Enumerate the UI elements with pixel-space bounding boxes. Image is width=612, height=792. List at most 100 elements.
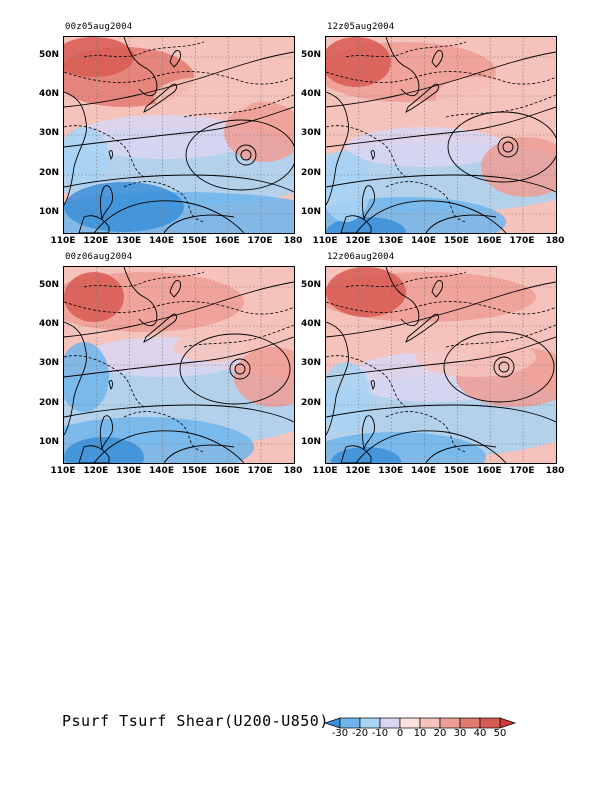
lon-tick-label: 130E [116,466,142,476]
lon-tick-label: 180 [545,236,565,246]
lat-tick-label: 40N [38,319,59,329]
lon-tick-label: 140E [149,466,174,476]
lon-tick-label: 150E [443,466,469,476]
lon-tick-label: 180 [283,236,303,246]
map-panel-1: 00z05aug2004 50N 40N 30N 20N 10N 110E 120E 130E… [39,22,303,252]
lon-tick-label: 150E [181,466,207,476]
lat-tick-label: 30N [38,128,59,138]
lon-tick-label: 130E [378,236,404,246]
colorbar-swatch [339,717,361,729]
shaded-field-blob [64,182,184,232]
shaded-field-blob [174,332,254,362]
shaded-field-blob [326,152,371,222]
isobars [64,51,294,233]
lat-tick-label: 10N [300,437,321,447]
lon-tick-label: 150E [443,236,469,246]
lon-tick-label: 160E [476,236,502,246]
lat-tick-label: 40N [300,319,321,329]
map-panel-3: 00z06aug2004 50N 40N 30N 20N 10N 110E 120E 130E… [39,252,303,482]
map-area [325,266,557,464]
colorbar-arrow-high [499,717,517,729]
lon-tick-label: 140E [149,236,174,246]
lat-tick-label: 50N [38,50,59,60]
lon-tick-label: 110E [312,466,338,476]
map-svg [64,37,294,233]
lon-tick-label: 170E [509,236,535,246]
lon-tick-label: 160E [214,466,240,476]
colorbar-level-label: 10 [413,728,427,739]
isotherms [326,41,556,223]
shaded-field-blob [234,347,294,407]
shaded-field-blob [326,37,391,87]
lat-tick-label: 10N [38,437,59,447]
lon-tick-label: 140E [411,466,436,476]
lat-tick-label: 10N [300,207,321,217]
colorbar-level-label: 0 [396,728,404,739]
shaded-field-blob [436,77,516,117]
lon-tick-label: 120E [83,236,109,246]
shaded-field-blob [331,447,401,463]
map-area [325,36,557,234]
isotherms [64,41,294,223]
panel-title: 00z05aug2004 [65,22,133,32]
isotherms [64,271,294,453]
map-svg [326,267,556,463]
lat-tick-label: 10N [38,207,59,217]
isotherms [326,271,556,453]
isobars [326,281,556,463]
colorbar-swatch [399,717,421,729]
lon-tick-label: 170E [247,466,273,476]
lon-tick-label: 120E [83,466,109,476]
lat-tick-label: 50N [300,280,321,290]
colorbar-level-label: -30 [331,728,349,739]
lon-tick-label: 160E [476,466,502,476]
colorbar-level-label: 50 [493,728,507,739]
colorbar-swatch [379,717,401,729]
colorbar-level-label: -10 [371,728,389,739]
colorbar-level-label: -20 [351,728,369,739]
shaded-field-blob [346,127,506,167]
lon-tick-label: 120E [345,466,371,476]
colorbar-arrow-low [325,717,341,729]
shaded-field-blob [224,102,294,162]
shaded-field-blob [64,272,124,322]
lat-tick-label: 20N [300,168,321,178]
colorbar-level-label: 40 [473,728,487,739]
lon-tick-label: 110E [50,466,76,476]
lat-tick-label: 30N [300,358,321,368]
colorbar-swatch [419,717,441,729]
colorbar-swatch [479,717,501,729]
lon-tick-label: 170E [509,466,535,476]
map-panel-4: 12z06aug2004 50N 40N 30N 20N 10N 110E 120E 130E… [301,252,565,482]
lon-tick-label: 170E [247,236,273,246]
map-svg [326,37,556,233]
lat-tick-label: 50N [300,50,321,60]
lat-tick-label: 40N [38,89,59,99]
lat-tick-label: 20N [300,398,321,408]
shaded-field-blob [154,77,254,117]
map-area [63,266,295,464]
lon-tick-label: 160E [214,236,240,246]
colorbar-swatch [359,717,381,729]
map-area [63,36,295,234]
lat-tick-label: 30N [38,358,59,368]
isobars [326,51,556,233]
panel-title: 12z06aug2004 [327,252,395,262]
shaded-field-blob [64,437,144,463]
shaded-field-blob [326,267,406,317]
lon-tick-label: 150E [181,236,207,246]
isobars [64,281,294,463]
lon-tick-label: 140E [411,236,436,246]
map-panel-2: 12z05aug2004 50N 40N 30N 20N 10N 110E 120E 130E… [301,22,565,252]
lat-tick-label: 40N [300,89,321,99]
lon-tick-label: 180 [283,466,303,476]
colorbar-swatch [459,717,481,729]
lon-tick-label: 130E [378,466,404,476]
lat-tick-label: 20N [38,398,59,408]
colorbar-level-label: 20 [433,728,447,739]
coastline [64,267,182,463]
shaded-field-blob [64,342,109,412]
shaded-field-blob [64,37,134,77]
colorbar [325,717,517,729]
lon-tick-label: 110E [312,236,338,246]
